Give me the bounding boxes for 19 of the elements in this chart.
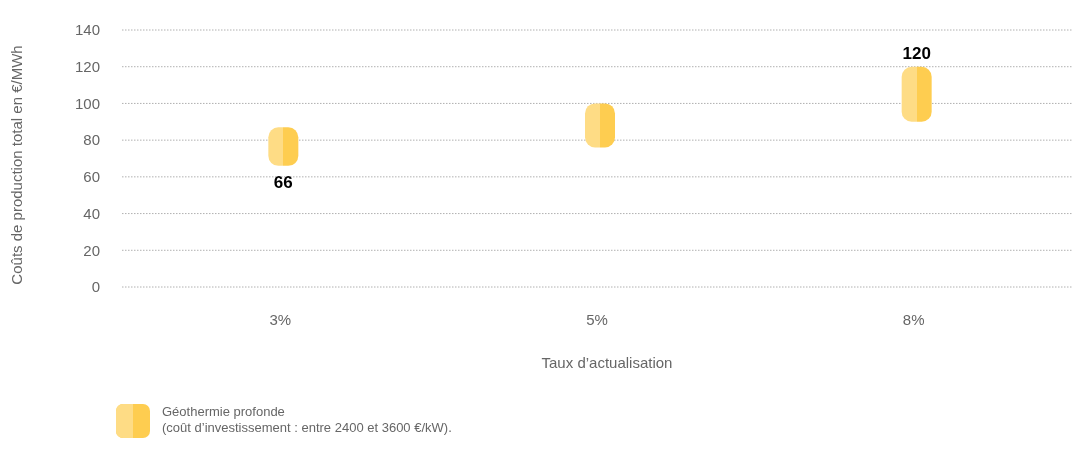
annotation: 120: [902, 43, 931, 63]
x-tick-label: 5%: [586, 311, 608, 328]
bar: [585, 103, 615, 148]
y-tick-label: 40: [83, 204, 100, 222]
y-tick-label: 80: [83, 131, 100, 149]
y-tick-label: 60: [83, 168, 100, 186]
y-tick-label: 20: [83, 241, 100, 259]
x-tick-label: 3%: [269, 311, 292, 328]
x-axis-title: Taux d’actualisation: [541, 354, 673, 371]
bar: [901, 66, 932, 122]
bar: [268, 127, 299, 166]
y-tick-label: 100: [74, 94, 100, 112]
y-tick-label: 120: [74, 57, 100, 75]
annotation: 66: [273, 172, 293, 192]
y-tick-label: 0: [91, 278, 100, 296]
y-tick-label: 140: [74, 21, 100, 39]
text: Géothermie profonde (coût d’investissement : entre 2400 et 3600 €/kW).: [162, 404, 452, 435]
y-axis-title: Coûts de production total en €/MWh: [8, 45, 25, 285]
x-tick-label: 8%: [902, 311, 925, 328]
